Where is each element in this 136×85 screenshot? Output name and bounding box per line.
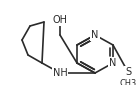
- Text: NH: NH: [53, 68, 67, 78]
- Text: OH: OH: [52, 15, 67, 25]
- Text: N: N: [91, 30, 99, 40]
- Text: S: S: [125, 67, 131, 77]
- Text: CH3: CH3: [119, 79, 136, 85]
- Text: N: N: [109, 58, 117, 68]
